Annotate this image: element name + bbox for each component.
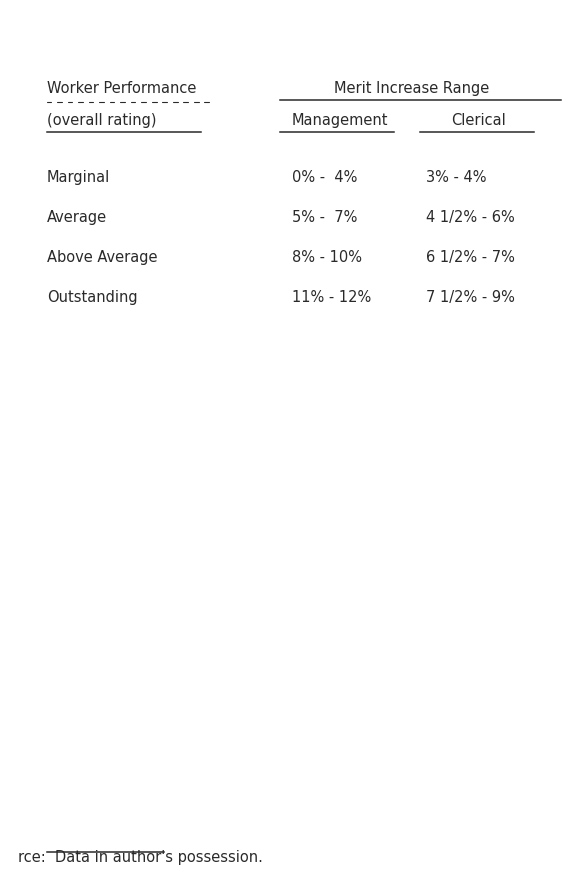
- Text: 11% - 12%: 11% - 12%: [292, 290, 371, 304]
- Text: 7 1/2% - 9%: 7 1/2% - 9%: [426, 290, 515, 304]
- Text: Average: Average: [47, 210, 107, 224]
- Text: 5% -  7%: 5% - 7%: [292, 210, 357, 224]
- Text: 6 1/2% - 7%: 6 1/2% - 7%: [426, 250, 515, 264]
- Text: 8% - 10%: 8% - 10%: [292, 250, 362, 264]
- Text: Management: Management: [292, 113, 388, 128]
- Text: 3% - 4%: 3% - 4%: [426, 170, 487, 184]
- Text: (overall rating): (overall rating): [47, 113, 156, 128]
- Text: 0% -  4%: 0% - 4%: [292, 170, 357, 184]
- Text: Above Average: Above Average: [47, 250, 157, 264]
- Text: Outstanding: Outstanding: [47, 290, 137, 304]
- Text: Merit Increase Range: Merit Increase Range: [334, 81, 489, 96]
- Text: Marginal: Marginal: [47, 170, 110, 184]
- Text: Worker Performance: Worker Performance: [47, 81, 196, 96]
- Text: Clerical: Clerical: [451, 113, 506, 128]
- Text: 4 1/2% - 6%: 4 1/2% - 6%: [426, 210, 515, 224]
- Text: rce:  Data in author's possession.: rce: Data in author's possession.: [18, 849, 262, 864]
